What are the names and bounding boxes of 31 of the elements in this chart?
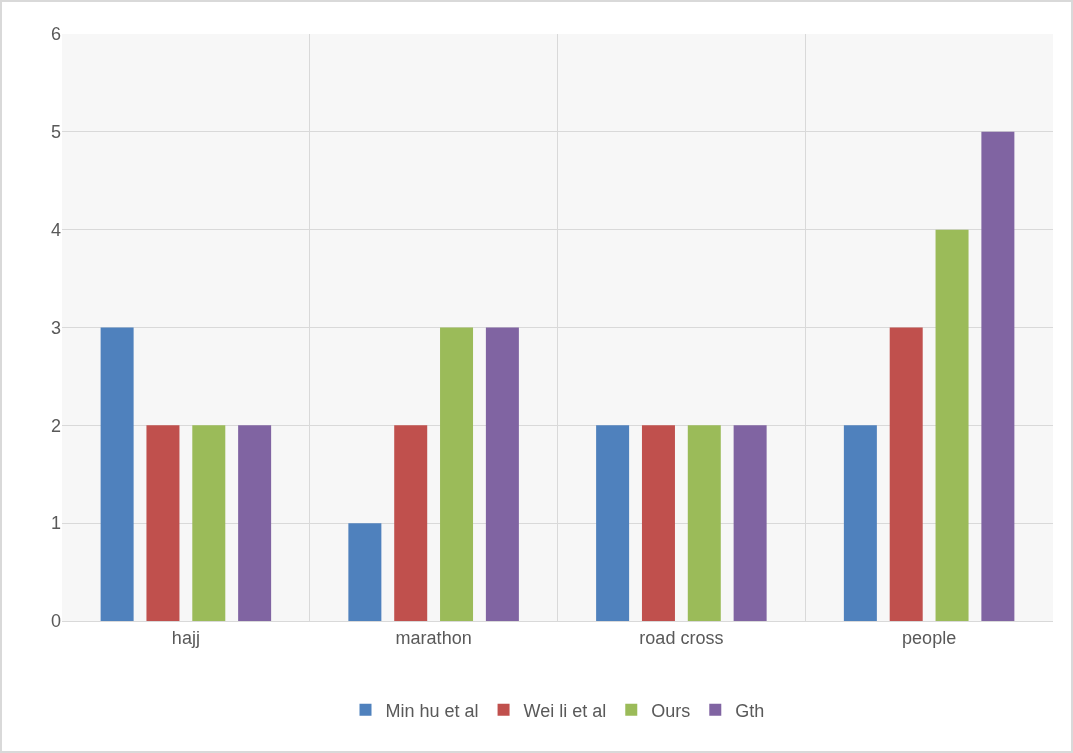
bar — [733, 425, 767, 621]
bar — [348, 523, 382, 621]
bar — [440, 327, 474, 621]
bar — [485, 327, 519, 621]
bar — [889, 327, 923, 621]
x-tick-label: marathon — [395, 627, 472, 648]
legend-label: Gth — [735, 700, 765, 721]
bar — [641, 425, 675, 621]
bar — [687, 425, 721, 621]
legend-label: Wei li et al — [523, 700, 607, 721]
y-tick-label: 4 — [50, 219, 61, 240]
y-tick-label: 2 — [50, 415, 61, 436]
bar — [935, 229, 969, 621]
bar — [843, 425, 877, 621]
bar — [394, 425, 428, 621]
bar — [100, 327, 134, 621]
x-tick-label: road cross — [639, 627, 724, 648]
legend-label: Min hu et al — [385, 700, 479, 721]
bar — [596, 425, 630, 621]
y-tick-label: 6 — [50, 24, 61, 45]
bar — [981, 131, 1015, 621]
x-tick-label: people — [902, 627, 957, 648]
bar — [192, 425, 226, 621]
bar — [238, 425, 272, 621]
bar — [146, 425, 180, 621]
y-tick-label: 0 — [50, 611, 61, 632]
y-tick-label: 3 — [50, 317, 61, 338]
x-tick-label: hajj — [171, 627, 200, 648]
y-tick-label: 5 — [50, 122, 61, 143]
legend-label: Ours — [651, 700, 691, 721]
y-tick-label: 1 — [50, 513, 61, 534]
